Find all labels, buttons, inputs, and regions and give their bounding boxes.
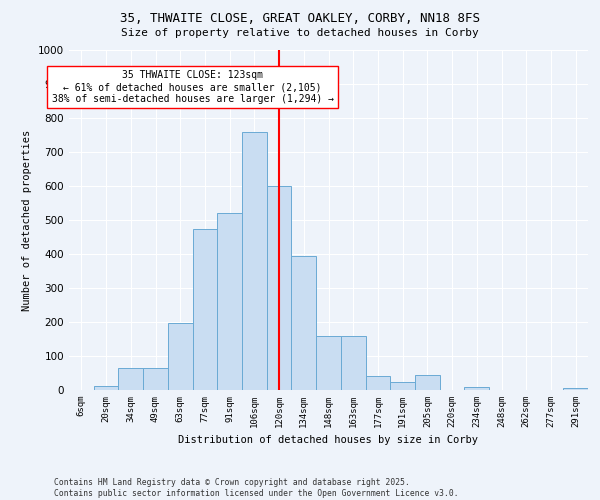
Y-axis label: Number of detached properties: Number of detached properties [22, 130, 32, 310]
Bar [341, 336, 365, 390]
Bar [217, 213, 242, 390]
Bar [316, 336, 341, 390]
Bar [267, 186, 292, 390]
Bar [464, 386, 489, 390]
Bar [365, 376, 390, 390]
Bar [168, 322, 193, 390]
Bar [193, 228, 217, 390]
Text: Contains HM Land Registry data © Crown copyright and database right 2025.
Contai: Contains HM Land Registry data © Crown c… [54, 478, 458, 498]
X-axis label: Distribution of detached houses by size in Corby: Distribution of detached houses by size … [179, 436, 479, 446]
Bar [415, 374, 440, 390]
Bar [143, 368, 168, 390]
Bar [242, 132, 267, 390]
Bar [94, 386, 118, 390]
Bar [292, 256, 316, 390]
Bar [118, 368, 143, 390]
Text: 35 THWAITE CLOSE: 123sqm
← 61% of detached houses are smaller (2,105)
38% of sem: 35 THWAITE CLOSE: 123sqm ← 61% of detach… [52, 70, 334, 104]
Text: 35, THWAITE CLOSE, GREAT OAKLEY, CORBY, NN18 8FS: 35, THWAITE CLOSE, GREAT OAKLEY, CORBY, … [120, 12, 480, 26]
Bar [390, 382, 415, 390]
Bar [563, 388, 588, 390]
Text: Size of property relative to detached houses in Corby: Size of property relative to detached ho… [121, 28, 479, 38]
